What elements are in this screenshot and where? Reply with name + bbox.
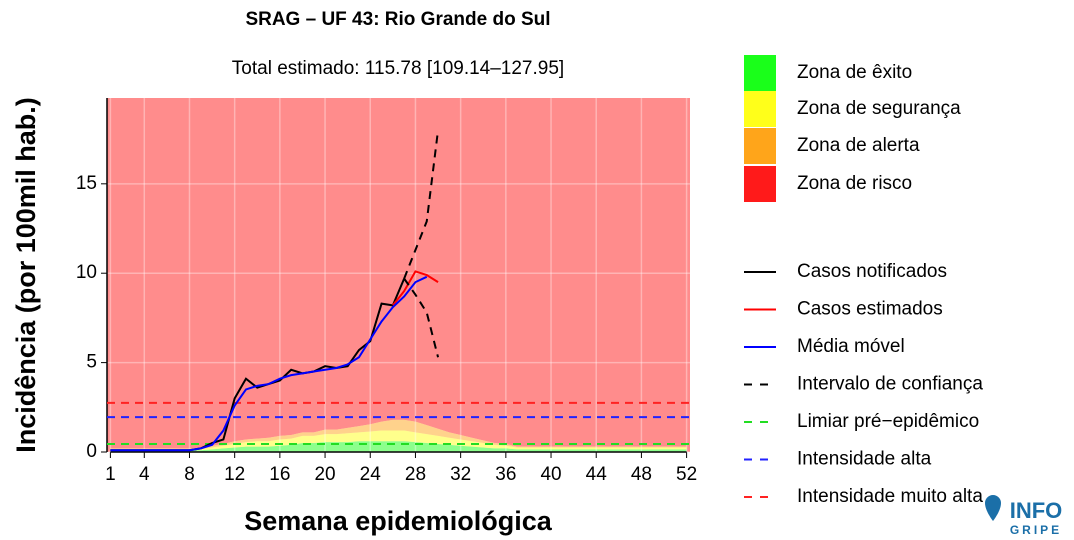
x-axis-label: Semana epidemiológica xyxy=(244,506,553,536)
legend-label: Casos notificados xyxy=(797,261,947,282)
y-tick-label: 15 xyxy=(76,173,97,194)
x-tick-label: 4 xyxy=(139,464,150,485)
y-tick-label: 5 xyxy=(86,352,97,373)
x-tick-label: 12 xyxy=(224,464,245,485)
x-tick-label: 48 xyxy=(631,464,652,485)
x-tick-label: 40 xyxy=(540,464,561,485)
x-tick-label: 1 xyxy=(105,464,116,485)
x-tick-label: 36 xyxy=(495,464,516,485)
series-line xyxy=(403,278,440,358)
zone-area xyxy=(110,419,687,450)
series-line xyxy=(403,130,440,279)
legend-label: Média móvel xyxy=(797,336,905,357)
legend-label: Intensidade alta xyxy=(797,449,932,470)
x-tick-label: 32 xyxy=(450,464,471,485)
x-tick-label: 8 xyxy=(184,464,195,485)
logo-icon xyxy=(985,495,1001,521)
chart-title: SRAG – UF 43: Rio Grande do Sul xyxy=(245,9,550,30)
legend-label: Zona de risco xyxy=(797,173,912,194)
legend-swatch xyxy=(744,166,776,202)
legend-swatch xyxy=(744,128,776,164)
x-tick-label: 52 xyxy=(676,464,697,485)
x-tick-label: 28 xyxy=(405,464,426,485)
legend-label: Zona de segurança xyxy=(797,98,961,119)
legend-swatch xyxy=(744,55,776,91)
legend-label: Intensidade muito alta xyxy=(797,486,983,507)
chart-subtitle: Total estimado: 115.78 [109.14–127.95] xyxy=(232,58,564,79)
series-line xyxy=(110,275,428,452)
x-tick-label: 24 xyxy=(360,464,382,485)
series-line xyxy=(392,270,439,307)
risk-zone xyxy=(107,98,690,452)
logo-text: INFO xyxy=(1010,498,1063,523)
x-tick-label: 16 xyxy=(269,464,290,485)
legend-label: Zona de êxito xyxy=(797,62,912,83)
y-axis-label: Incidência (por 100mil hab.) xyxy=(11,97,41,453)
legend-label: Intervalo de confiança xyxy=(797,374,983,395)
x-tick-label: 20 xyxy=(314,464,335,485)
y-tick-label: 0 xyxy=(86,441,97,462)
legend-swatch xyxy=(744,91,776,127)
x-tick-label: 44 xyxy=(586,464,608,485)
legend-label: Limiar pré−epidêmico xyxy=(797,411,979,432)
zone-area xyxy=(110,430,687,451)
logo-subtext: GRIPE xyxy=(1010,523,1062,537)
y-tick-label: 10 xyxy=(76,262,97,283)
legend-label: Zona de alerta xyxy=(797,135,920,156)
legend-label: Casos estimados xyxy=(797,299,943,320)
